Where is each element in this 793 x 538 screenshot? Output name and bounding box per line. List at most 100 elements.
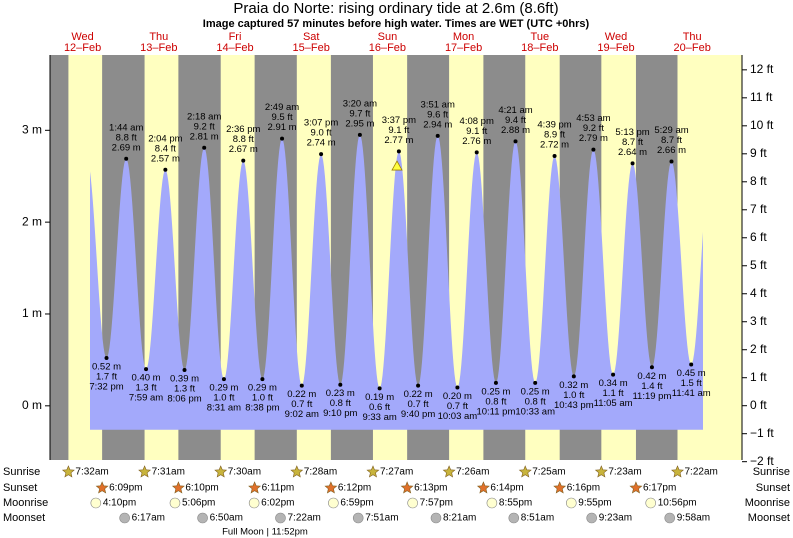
- tide-extreme-dot: [416, 383, 421, 388]
- tide-extreme-dot: [202, 145, 207, 150]
- tide-label: 1.0 ft: [252, 393, 273, 404]
- day-date: 14–Feb: [216, 42, 253, 54]
- tide-extreme-dot: [493, 380, 498, 385]
- tide-label: 1.5 ft: [681, 378, 702, 389]
- day-name: Fri: [229, 31, 242, 43]
- tide-label: 0.45 m: [677, 368, 706, 379]
- day-date: 12–Feb: [64, 42, 101, 54]
- day-name: Sat: [303, 31, 320, 43]
- moonrise-time: 6:59pm: [340, 498, 373, 509]
- sunrise-time: 7:30am: [228, 467, 261, 478]
- y2-tick-label: 0 ft: [750, 398, 767, 412]
- tide-label: 4:21 am: [498, 105, 532, 116]
- tide-label: 0.25 m: [481, 386, 510, 397]
- day-name: Thu: [683, 31, 702, 43]
- tide-label: 0.32 m: [559, 380, 588, 391]
- tide-extreme-dot: [591, 147, 596, 152]
- y-tick-label: 0 m: [22, 398, 42, 412]
- tide-label: 9.4 ft: [505, 115, 526, 126]
- y2-tick-label: 12 ft: [750, 62, 774, 76]
- tide-extreme-dot: [338, 382, 343, 387]
- tide-label: 0.25 m: [521, 386, 550, 397]
- tide-label: 0.39 m: [170, 374, 199, 385]
- tide-label: 9.1 ft: [388, 125, 409, 136]
- tide-label: 9.7 ft: [349, 108, 370, 119]
- sunrise-icon: [61, 465, 75, 478]
- sunrise-icon: [518, 465, 532, 478]
- row-label: Moonrise: [3, 497, 48, 509]
- tide-label: 9.2 ft: [583, 123, 604, 134]
- sunset-time: 6:17pm: [643, 483, 676, 494]
- row-label: Sunset: [756, 482, 790, 494]
- tide-extreme-dot: [221, 377, 226, 382]
- tide-label: 4:53 am: [576, 113, 610, 124]
- tide-label: 2.66 m: [657, 145, 686, 156]
- plot: 0.52 m1.7 ft7:32 pm1:44 am8.8 ft2.69 m0.…: [89, 98, 711, 430]
- tide-label: 1.7 ft: [96, 372, 117, 383]
- tide-label: 11:05 am: [594, 398, 633, 409]
- tide-label: 10:03 am: [438, 411, 478, 422]
- y-tick-label: 2 m: [22, 214, 42, 228]
- tide-label: 9.1 ft: [466, 126, 487, 137]
- y2-tick-label: 1 ft: [750, 370, 767, 384]
- tide-label: 10:33 am: [515, 406, 555, 417]
- tide-extreme-dot: [474, 150, 479, 155]
- sunset-icon: [324, 481, 338, 494]
- sunset-icon: [476, 481, 490, 494]
- tide-label: 8:31 am: [207, 403, 241, 414]
- y2-tick-label: 4 ft: [750, 286, 767, 300]
- tide-label: 2.64 m: [618, 147, 647, 158]
- sunset-time: 6:12pm: [338, 483, 371, 494]
- tide-label: 0.34 m: [599, 378, 628, 389]
- y2-tick-label: 3 ft: [750, 314, 767, 328]
- tide-label: 8.8 ft: [233, 134, 254, 145]
- tide-extreme-dot: [182, 368, 187, 372]
- tide-label: 2.95 m: [345, 118, 374, 129]
- tide-label: 1.4 ft: [641, 381, 662, 392]
- day-date: 20–Feb: [674, 42, 711, 54]
- tide-label: 11:19 pm: [632, 391, 671, 402]
- tide-label: 0.52 m: [92, 362, 121, 373]
- tide-extreme-dot: [630, 161, 635, 166]
- tide-extreme-dot: [299, 383, 304, 388]
- tide-extreme-dot: [144, 367, 149, 372]
- tide-extreme-dot: [513, 139, 518, 144]
- moonset-icon: [275, 512, 286, 524]
- sunrise-icon: [138, 465, 152, 478]
- tide-label: 0.6 ft: [369, 402, 390, 413]
- day-name: Sun: [378, 31, 398, 43]
- tide-extreme-dot: [357, 132, 362, 137]
- moonset-icon: [197, 512, 208, 524]
- tide-label: 9:40 pm: [401, 409, 435, 420]
- y2-tick-label: −1 ft: [750, 426, 774, 440]
- moonrise-icon: [90, 497, 102, 509]
- tide-label: 4:08 pm: [460, 116, 494, 127]
- chart-title: Praia do Norte: rising ordinary tide at …: [233, 0, 558, 17]
- sunrise-time: 7:26am: [456, 467, 489, 478]
- tide-label: 2.91 m: [268, 122, 297, 133]
- sunrise-icon: [671, 465, 684, 478]
- moonrise-icon: [645, 497, 657, 509]
- tide-extreme-dot: [669, 159, 674, 164]
- tide-label: 0.23 m: [326, 388, 355, 399]
- tide-label: 8.7 ft: [661, 135, 682, 146]
- tide-label: 2.79 m: [579, 133, 608, 144]
- tide-extreme-dot: [241, 158, 246, 163]
- sunrise-icon: [594, 465, 608, 478]
- y2-tick-label: 9 ft: [750, 146, 767, 160]
- day-date: 15–Feb: [293, 42, 330, 54]
- tide-label: 0.7 ft: [408, 399, 429, 410]
- tide-extreme-dot: [163, 167, 168, 172]
- tide-label: 0.29 m: [209, 383, 238, 394]
- day-name: Thu: [149, 31, 168, 43]
- tide-label: 3:07 pm: [304, 118, 338, 129]
- tide-label: 5:13 pm: [615, 127, 649, 138]
- tide-label: 2.94 m: [423, 119, 452, 130]
- tide-extreme-dot: [396, 149, 401, 154]
- tide-label: 1.0 ft: [563, 390, 584, 401]
- y2-tick-label: 2 ft: [750, 342, 767, 356]
- tide-label: 10:43 pm: [554, 400, 594, 411]
- moonrise-time: 8:55pm: [499, 498, 532, 509]
- tide-label: 9:10 pm: [323, 408, 357, 419]
- tide-label: 9.0 ft: [311, 128, 332, 139]
